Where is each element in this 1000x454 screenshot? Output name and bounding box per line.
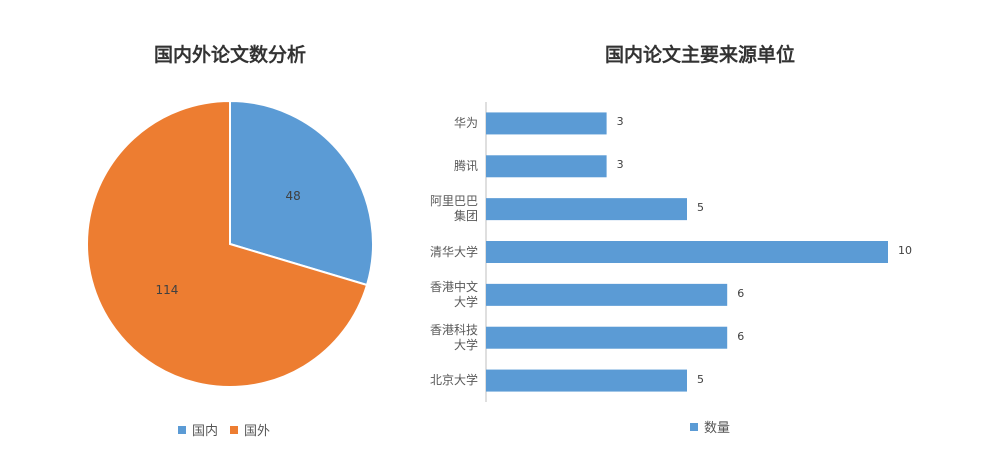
category-label-line: 集团 — [453, 209, 478, 224]
pie-legend-item: 国外 — [230, 420, 270, 439]
bar — [486, 241, 888, 263]
bar-value-label: 6 — [737, 286, 745, 300]
bar-chart-title: 国内论文主要来源单位 — [604, 44, 795, 66]
bar-legend: 数量 — [690, 417, 742, 436]
pie-chart — [86, 99, 374, 388]
category-label-line: 华为 — [453, 115, 478, 130]
category-label: 清华大学 — [408, 245, 478, 260]
legend-label: 国外 — [244, 424, 271, 439]
bar — [486, 326, 728, 349]
bar-value-label: 6 — [737, 329, 745, 343]
category-label-line: 腾讯 — [453, 158, 478, 173]
category-label-line: 大学 — [453, 294, 478, 309]
category-label-line: 清华大学 — [429, 244, 478, 259]
pie-chart-title: 国内外论文数分析 — [153, 44, 306, 66]
category-label: 华为 — [408, 116, 478, 131]
bar-value-label: 5 — [697, 201, 704, 215]
pie-chart-panel: 国内外论文数分析 48 114 国内 国外 — [0, 0, 460, 454]
pie-data-label: 114 — [155, 282, 179, 297]
category-label: 香港中文 大学 — [408, 280, 478, 310]
category-label-line: 大学 — [453, 337, 478, 352]
bar-legend-item: 数量 — [690, 417, 730, 436]
bar-value-label: 10 — [898, 244, 912, 257]
bar-value-label: 3 — [616, 158, 624, 172]
bar-chart — [485, 102, 888, 402]
bar — [486, 369, 687, 392]
pie-legend-item: 国内 — [178, 420, 218, 439]
bar-chart-panel: 国内论文主要来源单位 3 华为 3 腾讯 5 阿里巴巴 集团 10 清华大学 6 香港中文 大学 6 香港… — [400, 0, 1000, 454]
pie-slice-1 — [86, 99, 369, 388]
category-label-line: 香港科技 — [429, 322, 478, 337]
category-label: 北京大学 — [408, 373, 478, 388]
bar-value-label: 5 — [697, 372, 704, 386]
pie-legend: 国内 国外 — [178, 420, 282, 439]
category-label-line: 北京大学 — [429, 373, 478, 388]
pie-data-label: 48 — [285, 189, 301, 204]
bar — [486, 112, 607, 135]
bar — [486, 283, 728, 306]
category-label-line: 阿里巴巴 — [429, 194, 478, 209]
pie-slice-0 — [229, 99, 374, 287]
bar — [486, 198, 687, 221]
category-label: 阿里巴巴 集团 — [408, 194, 478, 224]
bar — [486, 155, 607, 178]
category-label-line: 香港中文 — [429, 279, 478, 294]
legend-label: 数量 — [704, 421, 731, 436]
category-label: 腾讯 — [408, 159, 478, 174]
category-label: 香港科技 大学 — [408, 323, 478, 353]
legend-swatch — [230, 425, 239, 434]
bar-value-label: 3 — [616, 115, 624, 129]
legend-swatch — [178, 425, 186, 434]
legend-swatch — [690, 422, 698, 431]
legend-label: 国内 — [192, 424, 219, 439]
